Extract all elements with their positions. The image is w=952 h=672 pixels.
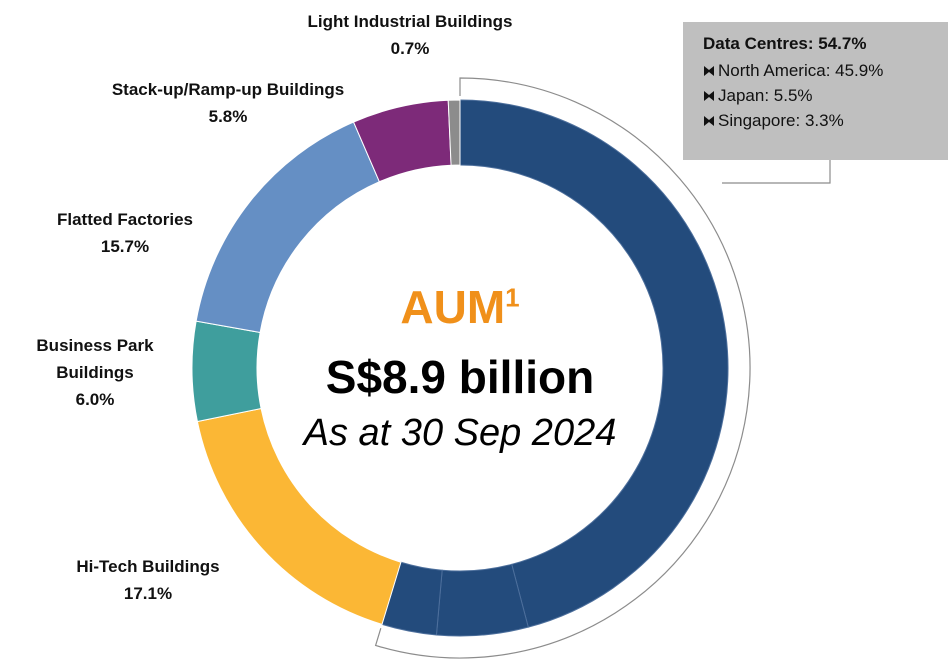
breakdown-label: Japan: 5.5%	[718, 86, 813, 105]
center-title-note: 1	[505, 282, 520, 313]
breakdown-row: North America: 45.9%	[703, 58, 948, 83]
category-name: Business Park Buildings	[36, 336, 154, 382]
category-value: 0.7%	[390, 39, 430, 58]
bullet-icon	[704, 90, 714, 101]
center-subtitle: As at 30 Sep 2024	[303, 412, 617, 454]
category-name: Stack-up/Ramp-up Buildings	[111, 80, 345, 99]
category-value: 17.1%	[123, 584, 173, 603]
category-name: Light Industrial Buildings	[307, 12, 513, 31]
category-label: Hi-Tech Buildings 17.1%	[76, 553, 219, 607]
breakdown-label: North America: 45.9%	[718, 61, 884, 80]
category-name: Hi-Tech Buildings	[76, 557, 220, 576]
bullet-icon	[704, 115, 714, 126]
wedge	[447, 99, 461, 166]
breakdown-wedge	[435, 563, 529, 637]
center-title: AUM	[400, 281, 506, 333]
center-title-wrap: AUM1	[400, 280, 519, 334]
category-label: Light Industrial Buildings 0.7%	[308, 8, 513, 62]
category-name: Flatted Factories	[56, 210, 194, 229]
wedge	[195, 121, 381, 334]
category-value: 15.7%	[100, 237, 150, 256]
center-value: S$8.9 billion	[325, 351, 595, 403]
category-value: 5.8%	[208, 107, 248, 126]
bullet	[704, 115, 714, 126]
breakdown-row: Singapore: 3.3%	[703, 108, 948, 133]
breakdown-row: Japan: 5.5%	[703, 83, 948, 108]
wedge	[191, 320, 262, 423]
callout-title: Data Centres: 54.7%	[703, 34, 867, 53]
bullet	[704, 90, 714, 101]
bullet	[704, 65, 714, 76]
callout-connector	[722, 158, 831, 184]
data-centres-bracket	[374, 77, 751, 659]
callout: Data Centres: 54.7% North America: 45.9%…	[683, 22, 948, 160]
category-label: Flatted Factories 15.7%	[57, 206, 193, 260]
breakdown-wedge	[459, 99, 729, 628]
bullet-icon	[704, 65, 714, 76]
category-label: Stack-up/Ramp-up Buildings 5.8%	[112, 76, 344, 130]
category-label: Business Park Buildings 6.0%	[10, 332, 180, 413]
category-value: 6.0%	[75, 390, 115, 409]
breakdown-label: Singapore: 3.3%	[718, 111, 844, 130]
